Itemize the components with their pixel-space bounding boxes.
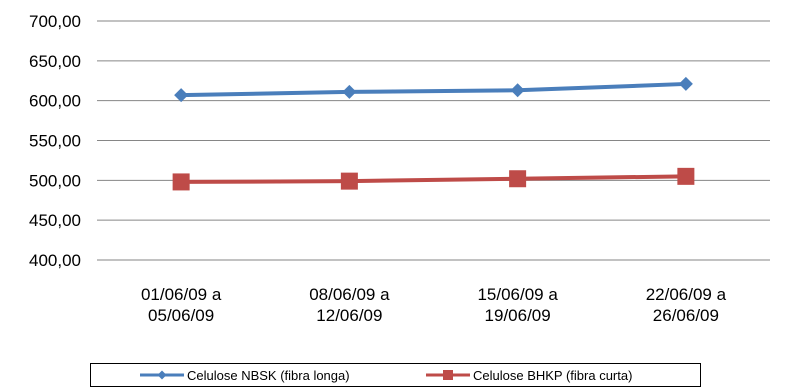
- x-category-label: 19/06/09: [485, 306, 551, 325]
- series-line-1: [179, 81, 688, 98]
- data-point: [342, 84, 357, 99]
- series-line-2: [179, 174, 688, 184]
- legend: Celulose NBSK (fibra longa) Celulose BHKP…: [90, 363, 701, 387]
- data-point: [172, 173, 190, 191]
- y-axis-ticks: 400,00 450,00 500,00 550,00 600,00 650,00 700,…: [29, 12, 81, 270]
- series-group: [172, 76, 695, 191]
- x-category-label: 22/06/09 a: [646, 285, 727, 304]
- data-point: [678, 76, 693, 91]
- y-tick-label: 450,00: [29, 211, 81, 230]
- legend-label: Celulose NBSK (fibra longa): [187, 368, 350, 383]
- x-category-label: 01/06/09 a: [141, 285, 222, 304]
- y-tick-label: 600,00: [29, 92, 81, 111]
- x-category-label: 12/06/09: [316, 306, 382, 325]
- y-tick-label: 400,00: [29, 251, 81, 270]
- legend-swatch-marker: [157, 370, 167, 380]
- y-tick-label: 500,00: [29, 171, 81, 190]
- data-point: [340, 172, 358, 190]
- y-tick-label: 700,00: [29, 12, 81, 31]
- x-category-label: 05/06/09: [148, 306, 214, 325]
- gridlines: [97, 20, 770, 261]
- data-point: [174, 88, 189, 103]
- y-tick-label: 650,00: [29, 52, 81, 71]
- data-point: [510, 83, 525, 98]
- legend-label: Celulose BHKP (fibra curta): [473, 368, 632, 383]
- x-axis-categories: 01/06/09 a 05/06/09 08/06/09 a 12/06/09 15/0…: [141, 285, 727, 325]
- legend-swatch-marker: [443, 370, 453, 380]
- x-category-label: 26/06/09: [653, 306, 719, 325]
- x-category-label: 08/06/09 a: [309, 285, 390, 304]
- x-category-label: 15/06/09 a: [477, 285, 558, 304]
- data-point: [677, 167, 695, 185]
- y-tick-label: 550,00: [29, 132, 81, 151]
- data-point: [509, 170, 527, 188]
